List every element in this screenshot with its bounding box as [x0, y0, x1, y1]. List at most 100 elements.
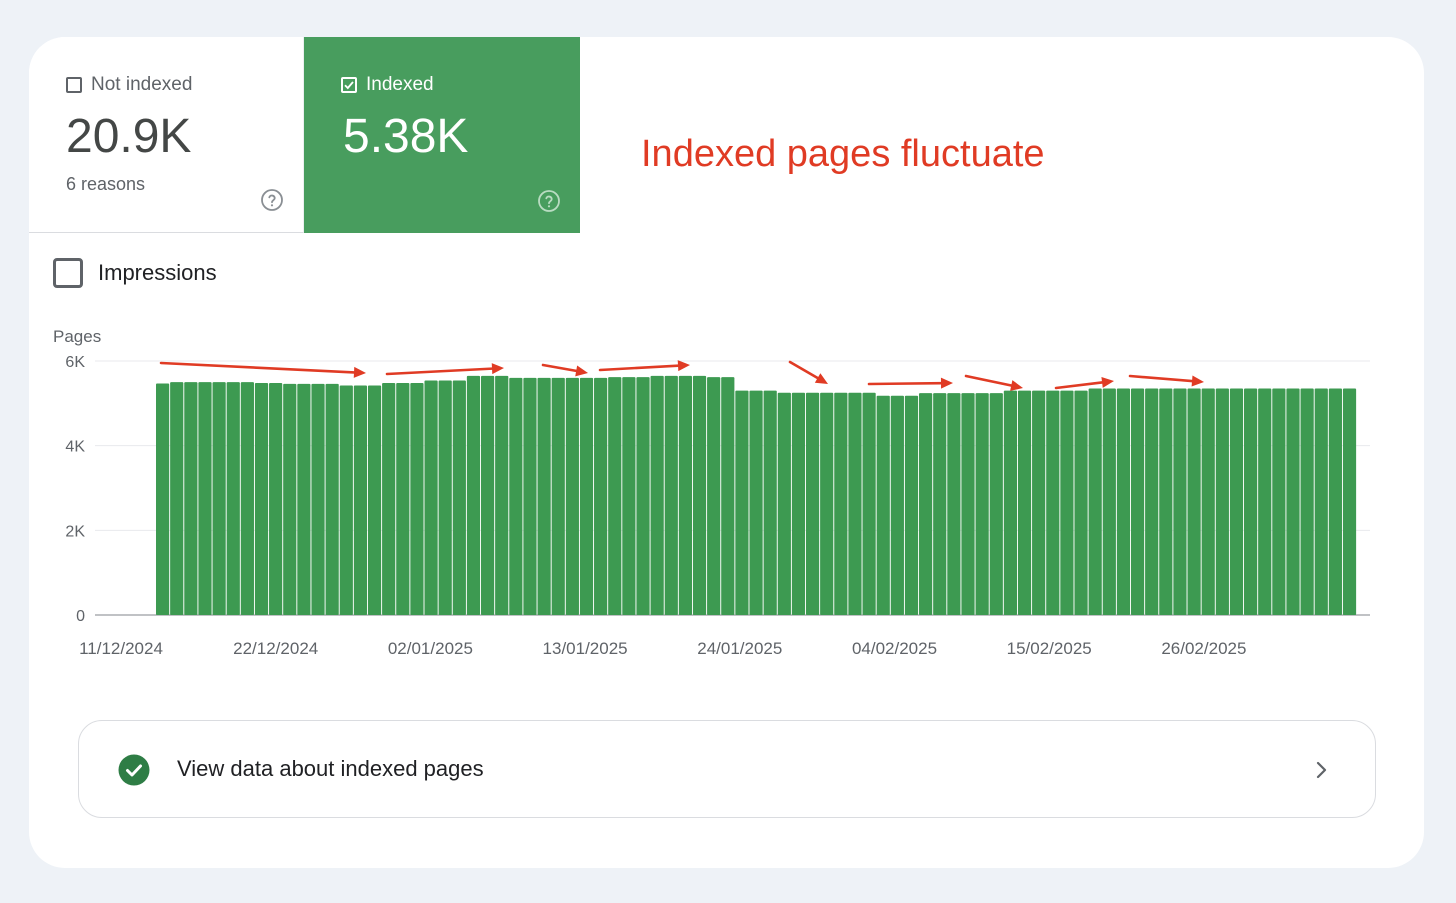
bar: [933, 393, 947, 615]
arrow-shaft: [1054, 381, 1104, 390]
y-tick-labels: 0 2K 4K 6K: [65, 354, 85, 625]
y-axis-label: Pages: [53, 327, 101, 346]
y-tick-label: 0: [76, 608, 85, 625]
bar: [382, 383, 396, 615]
bar: [1244, 388, 1258, 615]
bar: [608, 377, 622, 615]
bar: [156, 383, 170, 615]
bar: [735, 390, 749, 615]
bar: [791, 392, 806, 615]
annotation-arrows: [159, 360, 1204, 391]
arrow-head: [1191, 375, 1204, 387]
bar: [579, 377, 594, 615]
bar: [1159, 388, 1173, 615]
arrow-shaft: [788, 360, 819, 380]
not-indexed-value: 20.9K: [66, 110, 192, 163]
bar: [650, 375, 664, 615]
arrow-shaft: [159, 361, 356, 374]
bar: [1003, 390, 1017, 615]
bar: [311, 383, 325, 615]
bar: [1145, 388, 1159, 615]
bar: [1215, 388, 1229, 615]
bar: [904, 395, 919, 615]
bar: [339, 385, 353, 615]
bar: [664, 375, 678, 615]
check-circle-icon: [118, 754, 150, 786]
arrow-head: [814, 373, 828, 384]
bar: [353, 385, 368, 615]
x-tick-label: 24/01/2025: [697, 639, 782, 658]
bar: [721, 377, 735, 615]
view-indexed-pages-label: View data about indexed pages: [177, 756, 484, 781]
bar: [834, 392, 848, 615]
bar: [480, 375, 495, 615]
bar: [1229, 388, 1244, 615]
chevron-right-icon: [1316, 761, 1327, 779]
bar: [1130, 388, 1145, 615]
bar: [989, 393, 1003, 615]
x-tick-labels: 11/12/2024 22/12/2024 02/01/2025 13/01/2025…: [79, 639, 1246, 658]
impressions-toggle[interactable]: Impressions: [53, 258, 217, 288]
arrow-shaft: [541, 363, 578, 373]
bar: [947, 393, 961, 615]
bar: [848, 392, 862, 615]
indexed-checkbox[interactable]: [341, 77, 357, 93]
bar: [1102, 388, 1116, 615]
arrow-head: [1010, 380, 1023, 391]
annotation-arrow: [867, 377, 953, 389]
bar: [890, 395, 904, 615]
bar: [805, 392, 820, 615]
bar: [509, 377, 523, 615]
bar: [283, 383, 297, 615]
arrow-head: [677, 360, 690, 372]
annotation-text: Indexed pages fluctuate: [641, 133, 1045, 175]
arrow-shaft: [964, 374, 1013, 387]
bar: [692, 375, 707, 615]
bar: [594, 377, 608, 615]
bar: [565, 377, 579, 615]
indexed-value: 5.38K: [343, 110, 469, 163]
bar: [396, 383, 410, 615]
bar: [777, 392, 791, 615]
view-indexed-pages-button[interactable]: View data about indexed pages: [78, 720, 1376, 818]
indexed-tile[interactable]: Indexed 5.38K: [304, 37, 580, 233]
bar: [198, 382, 212, 615]
bar: [254, 383, 269, 615]
x-tick-label: 02/01/2025: [388, 639, 473, 658]
bar: [1272, 388, 1286, 615]
bar: [749, 390, 763, 615]
bar: [184, 382, 198, 615]
bar: [975, 393, 989, 615]
bar: [551, 377, 565, 615]
not-indexed-checkbox[interactable]: [66, 77, 82, 93]
bar: [622, 377, 636, 615]
arrow-shaft: [598, 364, 680, 372]
y-tick-label: 6K: [65, 354, 85, 371]
bar: [763, 390, 777, 615]
bar: [537, 377, 551, 615]
bar: [1187, 388, 1201, 615]
x-tick-label: 13/01/2025: [543, 639, 628, 658]
bar: [1074, 390, 1088, 615]
bar: [961, 393, 975, 615]
not-indexed-label: Not indexed: [91, 74, 193, 95]
indexed-pages-chart: Pages 0 2K 4K 6K 11/12/2024 22/12/2024 02/01/…: [53, 327, 1370, 658]
indexed-label: Indexed: [366, 74, 434, 95]
arrow-head: [575, 365, 588, 377]
bar: [1060, 390, 1074, 615]
bar: [636, 377, 650, 615]
indexed-header: Indexed: [341, 74, 434, 96]
arrow-head: [491, 363, 504, 375]
bar: [1300, 388, 1314, 615]
x-tick-label: 04/02/2025: [852, 639, 937, 658]
bar: [1286, 388, 1300, 615]
bar: [269, 383, 283, 615]
not-indexed-tile[interactable]: Not indexed 20.9K 6 reasons: [29, 37, 304, 233]
help-circle-icon[interactable]: [537, 189, 561, 213]
help-circle-icon[interactable]: [260, 188, 284, 212]
impressions-checkbox[interactable]: [53, 258, 83, 288]
arrow-head: [353, 366, 366, 378]
bar-series: [156, 375, 1357, 615]
bar: [240, 382, 254, 615]
y-tick-label: 2K: [65, 523, 85, 540]
